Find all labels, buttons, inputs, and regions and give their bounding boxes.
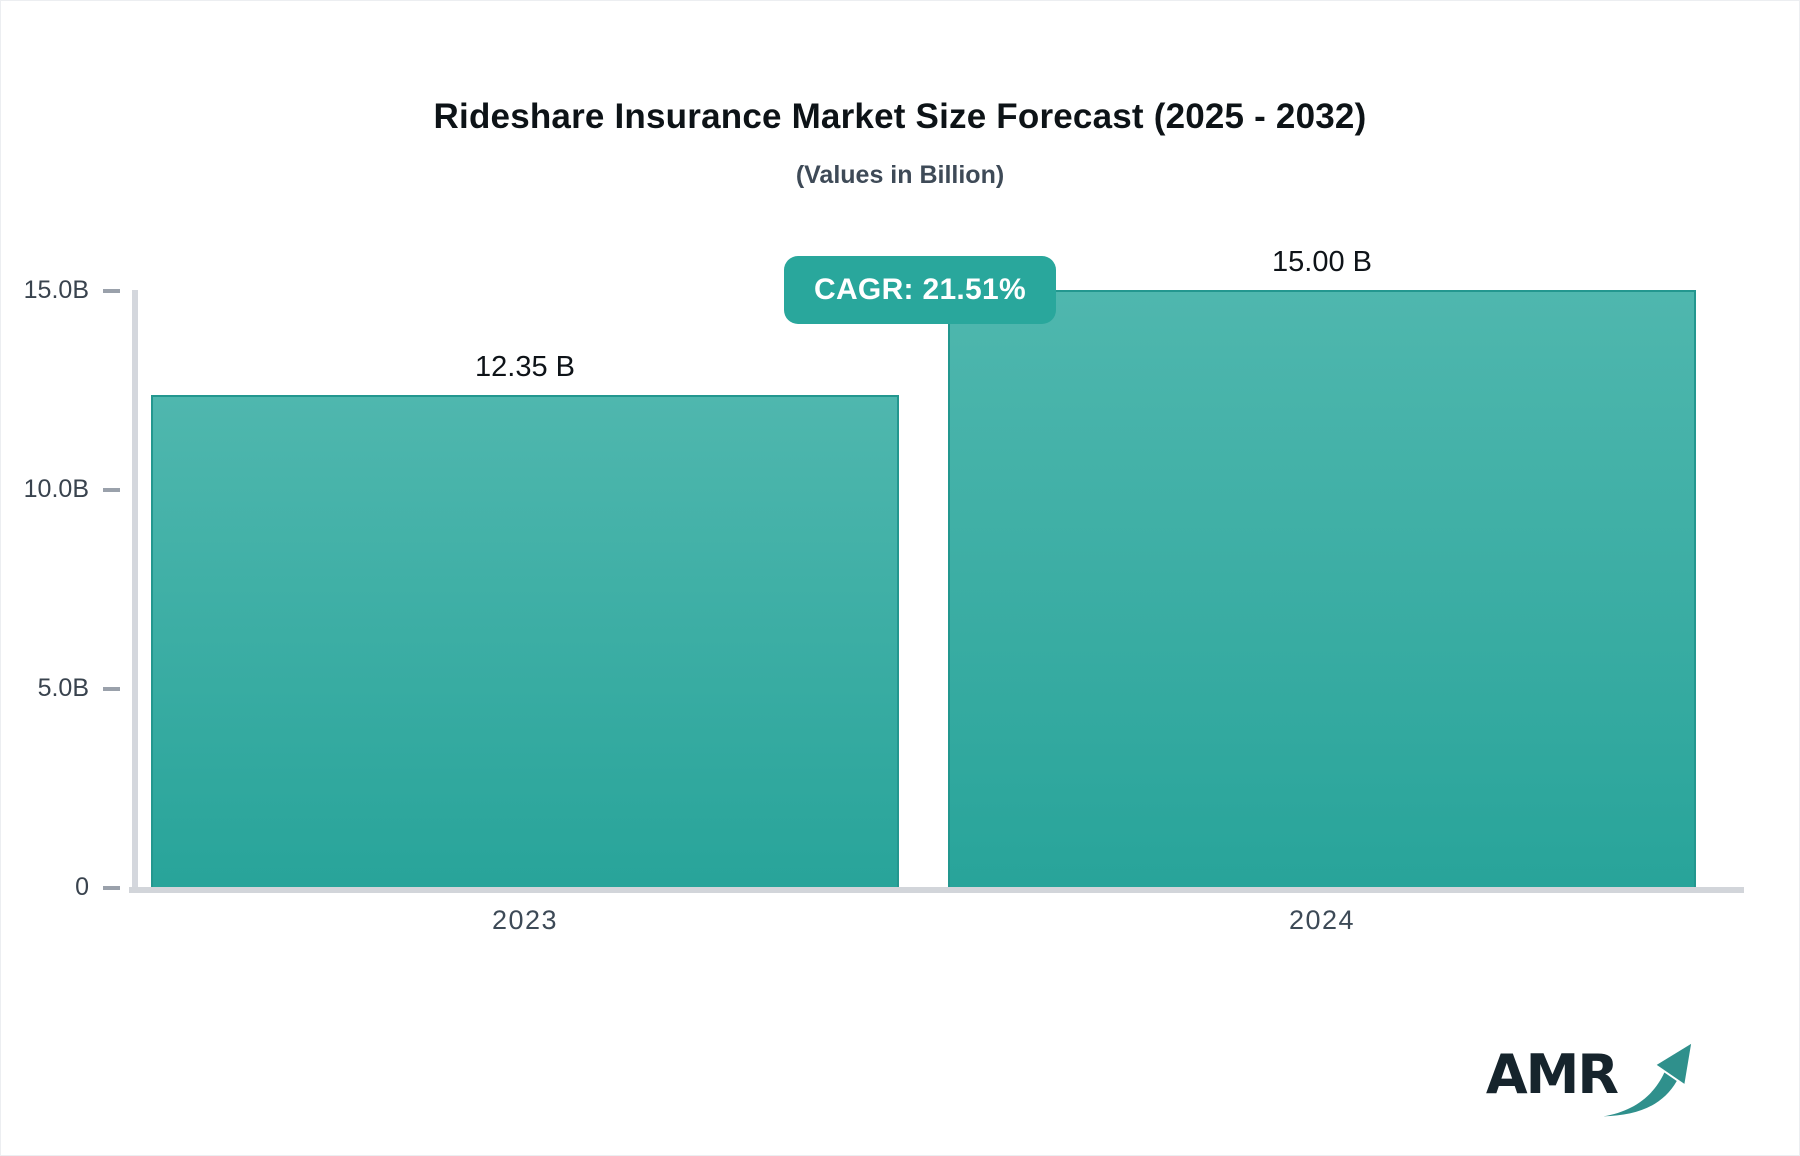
chart-title: Rideshare Insurance Market Size Forecast…: [433, 97, 1367, 136]
amr-logo-text: AMR: [1485, 1043, 1619, 1106]
y-axis-tick-label: 5.0B: [37, 674, 89, 702]
cagr-badge: CAGR: 21.51%: [784, 256, 1057, 324]
y-axis-tick-dash: [103, 886, 120, 890]
growth-arrow-icon: [1603, 1043, 1692, 1117]
y-axis-line: [132, 290, 138, 893]
bar-value-label: 15.00 B: [1272, 246, 1372, 278]
y-axis-tick-dash: [103, 488, 120, 492]
y-axis-tick-label: 10.0B: [23, 475, 89, 503]
amr-logo: AMR: [1485, 1040, 1699, 1117]
bar-2024: [948, 290, 1696, 887]
y-axis-tick-dash: [103, 289, 120, 293]
cagr-badge-label: CAGR: 21.51%: [814, 273, 1027, 306]
x-axis-label: 2023: [491, 905, 559, 935]
y-axis-tick-dash: [103, 687, 120, 691]
chart-subtitle: (Values in Billion): [795, 161, 1005, 189]
y-axis-tick-label: 15.0B: [23, 276, 89, 304]
bar-value-label: 12.35 B: [475, 351, 575, 384]
bar-2023: [151, 395, 899, 887]
y-axis-tick-label: 0: [75, 873, 89, 901]
x-axis-label: 2024: [1288, 905, 1356, 935]
x-axis-baseline: [129, 887, 1744, 893]
